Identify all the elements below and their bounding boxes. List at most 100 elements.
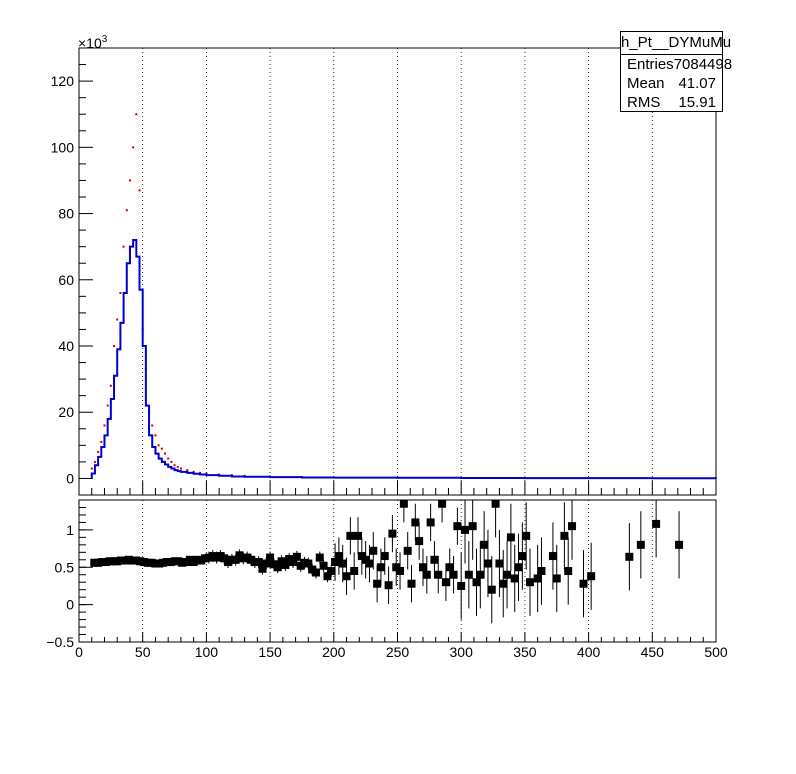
y-tick-label: 120 xyxy=(51,73,75,89)
red-marker xyxy=(90,467,93,470)
ratio-marker xyxy=(568,522,577,531)
ratio-marker xyxy=(342,572,351,581)
ratio-marker xyxy=(289,558,298,567)
ratio-marker xyxy=(399,499,408,508)
stats-row-rms: RMS 15.91 xyxy=(621,93,722,112)
ratio-marker xyxy=(315,553,324,562)
ratio-marker xyxy=(487,585,496,594)
ratio-marker xyxy=(652,519,661,528)
ratio-marker xyxy=(579,579,588,588)
x-tick-label: 450 xyxy=(641,644,665,660)
stats-row-mean: Mean 41.07 xyxy=(621,74,722,93)
ratio-points xyxy=(90,499,684,624)
ratio-marker xyxy=(273,563,282,572)
x-tick-label: 300 xyxy=(450,644,474,660)
x-tick-label: 500 xyxy=(704,644,728,660)
red-marker xyxy=(151,424,154,427)
blue-step-histogram xyxy=(90,239,717,480)
stats-value: 7084498 xyxy=(673,56,733,73)
red-marker xyxy=(163,452,166,455)
ratio-marker xyxy=(262,559,271,568)
y-tick-label: 0 xyxy=(66,597,74,613)
ratio-marker xyxy=(438,499,447,508)
stats-label: Entries xyxy=(627,56,674,73)
y-tick-label: 0.5 xyxy=(55,559,75,575)
red-marker xyxy=(116,318,119,321)
ratio-marker xyxy=(457,581,466,590)
ratio-marker xyxy=(304,559,313,568)
ratio-marker xyxy=(514,563,523,572)
ratio-marker xyxy=(491,499,500,508)
ratio-marker xyxy=(533,574,542,583)
ratio-marker xyxy=(495,559,504,568)
red-marker xyxy=(167,457,170,460)
stats-value: 15.91 xyxy=(678,94,716,111)
ratio-marker xyxy=(537,567,546,575)
red-marker xyxy=(135,113,138,116)
ratio-marker xyxy=(254,558,263,567)
ratio-marker xyxy=(445,563,454,572)
red-marker xyxy=(97,450,100,453)
ratio-marker xyxy=(376,563,385,572)
ratio-marker xyxy=(426,518,435,527)
x-tick-label: 50 xyxy=(135,644,151,660)
ratio-marker xyxy=(472,578,481,587)
upper-x-axis xyxy=(78,481,717,495)
red-marker xyxy=(176,465,179,468)
ratio-marker xyxy=(266,553,275,562)
ratio-marker xyxy=(231,555,240,564)
red-marker xyxy=(160,447,163,450)
x-tick-label: 350 xyxy=(513,644,537,660)
stats-box: h_Pt__DYMuMu Entries 7084498 Mean 41.07 … xyxy=(620,31,732,112)
ratio-marker xyxy=(449,570,458,579)
ratio-marker xyxy=(422,570,431,579)
y-tick-label: 100 xyxy=(51,139,75,155)
ratio-marker xyxy=(373,579,382,588)
ratio-marker xyxy=(560,531,569,540)
ratio-marker xyxy=(365,559,374,568)
ratio-marker xyxy=(319,561,328,570)
x-tick-label: 250 xyxy=(386,644,410,660)
stats-row-entries: Entries 7084498 xyxy=(621,55,732,74)
y-tick-label: 0 xyxy=(66,470,74,486)
ratio-marker xyxy=(350,567,359,575)
ratio-marker xyxy=(552,574,561,583)
ratio-marker xyxy=(625,552,634,561)
red-marker xyxy=(186,469,189,472)
red-marker xyxy=(122,245,125,248)
red-marker xyxy=(128,179,131,182)
red-marker xyxy=(103,424,106,427)
y-tick-label: 60 xyxy=(58,272,74,288)
upper-y-axis: 0 20 40 60 80 100 120 xyxy=(51,47,93,486)
lower-y-axis: −0.5 0 0.5 1 xyxy=(46,506,93,650)
ratio-marker xyxy=(483,559,492,568)
y-tick-label: 40 xyxy=(58,338,74,354)
ratio-marker xyxy=(453,522,462,531)
ratio-marker xyxy=(480,540,489,549)
ratio-marker xyxy=(506,533,515,542)
red-marker-series xyxy=(90,113,399,479)
ratio-marker xyxy=(564,567,573,575)
ratio-marker xyxy=(464,570,473,579)
lower-x-axis: 0 50 100 150 200 250 300 350 400 450 500 xyxy=(75,632,728,660)
ratio-marker xyxy=(311,568,320,577)
ratio-marker xyxy=(396,567,405,575)
x-tick-label: 0 xyxy=(75,644,83,660)
stats-title: h_Pt__DYMuMu xyxy=(621,32,731,55)
ratio-marker xyxy=(522,531,531,540)
ratio-marker xyxy=(281,561,290,570)
ratio-marker xyxy=(369,546,378,555)
ratio-marker xyxy=(415,537,424,546)
stats-label: RMS xyxy=(627,94,661,111)
ratio-marker xyxy=(380,552,389,561)
y-scale-label: ×103 xyxy=(78,34,108,51)
x-tick-label: 100 xyxy=(195,644,219,660)
ratio-marker xyxy=(587,572,596,581)
x-tick-label: 200 xyxy=(322,644,346,660)
ratio-marker xyxy=(525,578,534,587)
ratio-marker xyxy=(331,558,340,567)
ratio-marker xyxy=(434,570,443,579)
y-tick-label: 20 xyxy=(58,404,74,420)
ratio-marker xyxy=(334,552,343,561)
